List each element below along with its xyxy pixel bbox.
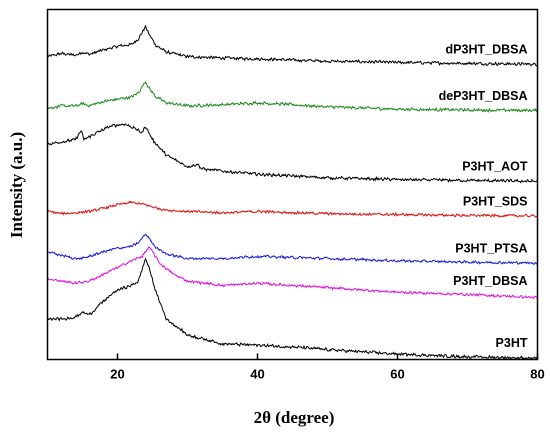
x-tick-label-20: 20 bbox=[110, 367, 124, 382]
series-label-p3ht: P3HT bbox=[496, 336, 528, 350]
x-tick-label-60: 60 bbox=[390, 367, 404, 382]
series-line-p3ht-dbsa bbox=[47, 246, 538, 299]
series-line-dp3ht-dbsa bbox=[47, 24, 538, 67]
series-line-p3ht bbox=[47, 257, 538, 361]
x-axis-title: 2θ (degree) bbox=[254, 408, 335, 427]
series-line-p3ht-sds bbox=[47, 200, 538, 218]
series-line-p3ht-ptsa bbox=[47, 233, 538, 265]
series-label-p3ht-ptsa: P3HT_PTSA bbox=[455, 241, 527, 255]
series-label-p3ht-sds: P3HT_SDS bbox=[463, 195, 528, 209]
x-tick-label-40: 40 bbox=[250, 367, 264, 382]
plot-frame bbox=[46, 8, 539, 361]
series-line-dep3ht-dbsa bbox=[47, 81, 538, 113]
series-label-p3ht-aot: P3HT_AOT bbox=[462, 160, 528, 174]
x-tick-layer: 20 40 60 80 bbox=[110, 353, 545, 382]
y-axis-title: Intensity (a.u.) bbox=[7, 132, 26, 238]
x-tick-label-80: 80 bbox=[530, 367, 544, 382]
series-label-dp3ht-dbsa: dP3HT_DBSA bbox=[446, 43, 528, 57]
series-label-p3ht-dbsa: P3HT_DBSA bbox=[453, 274, 527, 288]
series-line-p3ht-aot bbox=[47, 123, 538, 184]
series-label-layer: dP3HT_DBSA deP3HT_DBSA P3HT_AOT P3HT_SDS P3H… bbox=[439, 43, 528, 351]
series-label-dep3ht-dbsa: deP3HT_DBSA bbox=[439, 89, 528, 103]
series-layer bbox=[47, 24, 538, 361]
